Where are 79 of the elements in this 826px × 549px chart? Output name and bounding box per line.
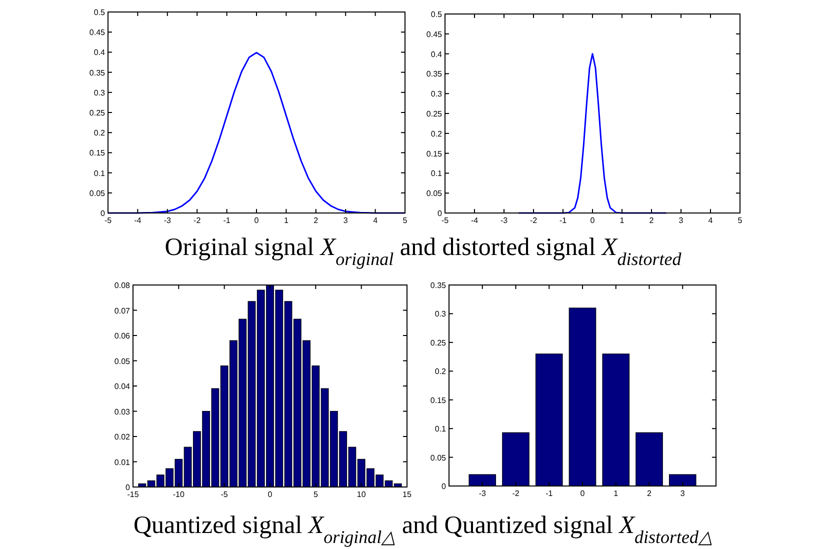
y-tick-label: 0.3 (434, 310, 447, 319)
x-tick-label: -5 (104, 216, 112, 225)
y-tick-label: 0.05 (426, 189, 443, 198)
x-tick-label: 5 (738, 216, 743, 225)
x-tick-label: -2 (512, 489, 520, 498)
y-tick-label: 0.5 (94, 8, 106, 17)
y-tick-label: 0.07 (114, 306, 131, 316)
y-tick-label: 0.05 (430, 453, 447, 462)
y-tick-label: 0.15 (89, 148, 106, 158)
y-tick-label: 0.25 (89, 108, 106, 118)
x-tick-label: -5 (441, 216, 450, 225)
y-tick-label: 0.04 (114, 382, 131, 391)
x-tick-label: 10 (356, 490, 366, 499)
y-tick-label: 0 (442, 482, 447, 491)
x-tick-label: 1 (620, 216, 625, 225)
line-series (107, 52, 406, 214)
y-tick-label: 0 (126, 483, 131, 492)
y-tick-label: 0.15 (430, 396, 447, 405)
y-tick-label: 0.4 (430, 50, 443, 59)
y-tick-label: 0.2 (434, 367, 447, 376)
y-tick-label: 0.03 (114, 407, 131, 416)
x-tick-label: 4 (373, 216, 378, 225)
x-tick-label: -3 (478, 489, 486, 498)
y-tick-label: 0.1 (434, 424, 447, 434)
x-tick-label: 2 (647, 489, 652, 498)
y-tick-label: 0.05 (114, 356, 131, 366)
x-tick-label: 2 (314, 216, 319, 225)
y-tick-label: 0.15 (426, 149, 443, 158)
y-tick-label: 0.45 (89, 28, 106, 38)
x-tick-label: -1 (559, 216, 568, 225)
x-tick-label: -1 (546, 489, 554, 498)
x-tick-label: -2 (530, 216, 538, 225)
y-tick-label: 0 (100, 209, 106, 218)
y-tick-label: 0.25 (430, 338, 447, 348)
line-series (518, 53, 667, 214)
x-tick-label: 4 (708, 216, 714, 225)
x-tick-label: 3 (680, 489, 686, 498)
text: Original signal X$_{original}$ and distorted signal X$_{distorted}$ (164, 234, 682, 269)
y-tick-label: 0.02 (114, 432, 131, 442)
x-tick-label: 3 (678, 216, 684, 225)
x-tick-label: -15 (127, 490, 140, 499)
x-tick-label: -10 (172, 490, 185, 499)
y-tick-label: 0.06 (114, 332, 131, 340)
y-tick-label: 0.35 (426, 70, 443, 79)
x-tick-label: 0 (254, 216, 260, 225)
text: Quantized signal X$_{original△}$ and Quantized signal X$_{distorted△}$ (133, 512, 713, 547)
y-tick-label: 0.2 (94, 128, 106, 138)
x-tick-label: -4 (470, 216, 479, 225)
y-tick-label: 0.25 (426, 110, 443, 118)
y-tick-label: 0.5 (430, 10, 443, 19)
y-tick-label: 0.2 (430, 129, 443, 138)
x-tick-label: 0 (590, 216, 596, 225)
y-tick-label: 0.1 (94, 168, 106, 178)
x-tick-label: -1 (223, 216, 231, 225)
y-tick-label: 0.35 (430, 281, 447, 290)
x-tick-label: -3 (500, 216, 508, 225)
x-tick-label: 1 (284, 216, 289, 225)
x-tick-label: 0 (268, 490, 273, 499)
x-tick-label: -4 (134, 216, 142, 225)
y-tick-label: 0 (438, 209, 443, 218)
x-tick-label: -2 (194, 216, 202, 225)
y-tick-label: 0.35 (89, 68, 106, 78)
x-tick-label: 1 (614, 489, 619, 498)
y-tick-label: 0.1 (430, 169, 443, 178)
x-tick-label: 5 (313, 490, 318, 499)
y-tick-label: 0.01 (114, 458, 131, 467)
y-tick-label: 0.08 (114, 281, 131, 290)
x-tick-label: -3 (164, 216, 172, 225)
x-tick-label: 2 (649, 216, 654, 225)
y-tick-label: 0.3 (430, 90, 443, 99)
y-tick-label: 0.3 (94, 88, 106, 98)
y-tick-label: 0.45 (426, 30, 443, 39)
x-tick-label: 15 (402, 490, 412, 499)
x-tick-label: -5 (220, 490, 228, 499)
x-tick-label: 0 (580, 489, 586, 498)
y-tick-label: 0.4 (94, 48, 106, 58)
x-tick-label: 3 (343, 216, 348, 225)
y-tick-label: 0.05 (89, 188, 106, 198)
x-tick-label: 5 (402, 216, 408, 225)
